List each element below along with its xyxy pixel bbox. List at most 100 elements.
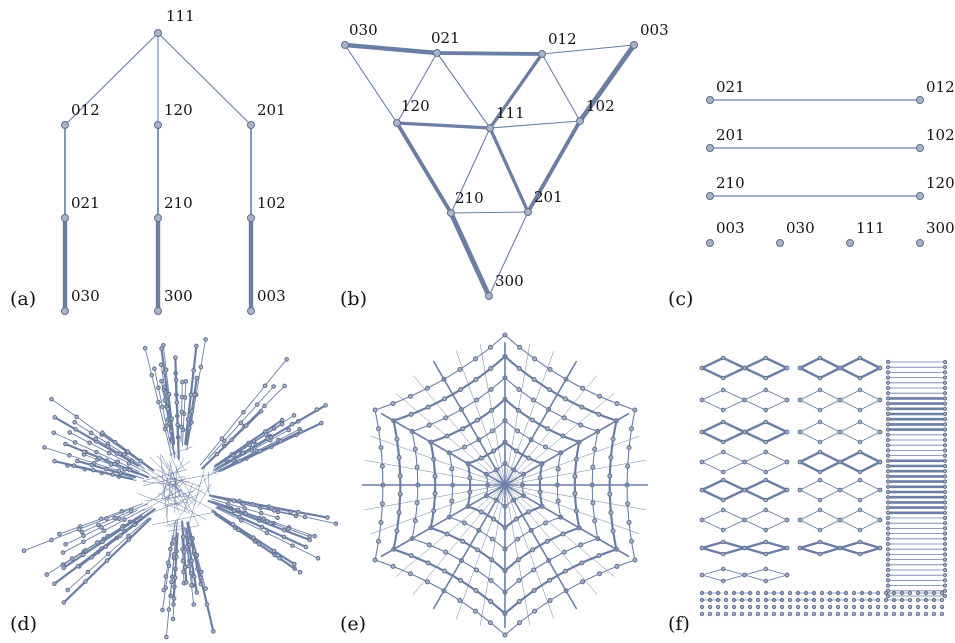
f-node bbox=[883, 597, 889, 603]
a-node-012 bbox=[61, 121, 69, 129]
c-node-label-201: 201 bbox=[716, 126, 745, 144]
e-node bbox=[608, 510, 614, 516]
b-node-label-300: 300 bbox=[495, 272, 524, 290]
e-node bbox=[443, 549, 449, 555]
c-node-120 bbox=[916, 192, 924, 200]
d-node bbox=[104, 558, 110, 563]
f-node bbox=[784, 429, 790, 435]
d-node bbox=[286, 427, 292, 433]
e-node bbox=[532, 608, 538, 614]
f-node bbox=[742, 459, 747, 465]
d-core-edge bbox=[142, 476, 185, 487]
f-node bbox=[885, 479, 891, 484]
f-node bbox=[699, 517, 705, 523]
f-node bbox=[942, 463, 948, 469]
f-node bbox=[942, 531, 948, 536]
d-node bbox=[162, 384, 167, 390]
f-node bbox=[817, 527, 823, 533]
f-node bbox=[867, 604, 873, 610]
e-node bbox=[546, 387, 552, 393]
d-node bbox=[163, 574, 169, 579]
e-node bbox=[472, 356, 478, 362]
f-node bbox=[817, 375, 823, 381]
d-node bbox=[282, 383, 287, 389]
d-node bbox=[256, 541, 262, 547]
e-node bbox=[449, 498, 455, 504]
c-node-label-003: 003 bbox=[716, 219, 745, 237]
b-edge-012-111 bbox=[488, 52, 544, 130]
e-spoke-edge bbox=[504, 484, 578, 610]
f-node bbox=[885, 557, 891, 562]
f-node bbox=[742, 572, 747, 578]
b-edge-021-111 bbox=[436, 52, 491, 129]
d-node bbox=[244, 423, 249, 428]
d-node bbox=[85, 569, 91, 575]
e-node bbox=[515, 428, 521, 434]
d-node bbox=[191, 368, 196, 373]
b-node-label-120: 120 bbox=[401, 97, 430, 115]
d-node bbox=[128, 508, 134, 514]
f-node bbox=[885, 552, 891, 557]
f-node bbox=[763, 551, 769, 557]
e-spoke-edge bbox=[504, 375, 597, 486]
d-node bbox=[189, 582, 194, 588]
e-node bbox=[544, 426, 550, 432]
f-node bbox=[797, 487, 803, 493]
b-edge-201-111 bbox=[488, 126, 530, 214]
d-node bbox=[106, 450, 112, 456]
b-edge-030-021 bbox=[342, 42, 440, 56]
f-node bbox=[857, 407, 863, 413]
f-node bbox=[885, 396, 891, 401]
f-node bbox=[931, 604, 937, 610]
d-node bbox=[247, 442, 253, 448]
e-node bbox=[412, 518, 418, 524]
e-node bbox=[488, 386, 494, 392]
e-node bbox=[407, 393, 413, 399]
f-node bbox=[747, 611, 753, 617]
f-node bbox=[803, 611, 809, 617]
e-node bbox=[608, 454, 614, 460]
f-node bbox=[784, 487, 790, 493]
f-node bbox=[885, 526, 891, 531]
d-core-edge bbox=[160, 454, 168, 524]
d-core-edge bbox=[171, 494, 178, 503]
a-edge-111-201 bbox=[157, 32, 252, 126]
e-node bbox=[442, 568, 448, 574]
f-node bbox=[837, 545, 843, 551]
e-spoke-edge bbox=[456, 350, 506, 486]
f-node bbox=[899, 604, 905, 610]
d-node bbox=[180, 534, 186, 540]
d-node bbox=[271, 384, 276, 389]
e-node bbox=[390, 401, 396, 407]
d-node bbox=[175, 422, 180, 428]
e-node bbox=[515, 536, 521, 542]
f-node bbox=[942, 448, 948, 453]
d-node bbox=[262, 383, 268, 389]
e-spoke-edge bbox=[504, 484, 530, 626]
f-node bbox=[885, 453, 891, 458]
d-node bbox=[94, 449, 99, 455]
d-node bbox=[292, 561, 297, 567]
b-edge-300-210 bbox=[448, 210, 492, 299]
d-node bbox=[91, 460, 97, 466]
e-node bbox=[532, 356, 538, 362]
d-node bbox=[333, 521, 339, 526]
d-node bbox=[188, 392, 194, 398]
f-node bbox=[851, 611, 857, 617]
d-node bbox=[219, 436, 225, 442]
f-node bbox=[877, 365, 883, 371]
e-node bbox=[474, 567, 480, 573]
b-edge-210-120 bbox=[395, 121, 453, 215]
f-node bbox=[885, 375, 891, 380]
e-node bbox=[516, 386, 522, 392]
panel-label-c: (c) bbox=[668, 288, 693, 310]
panel-label-a: (a) bbox=[10, 288, 36, 310]
f-node bbox=[885, 437, 891, 443]
f-node bbox=[817, 469, 823, 475]
f-node bbox=[763, 355, 769, 361]
d-node bbox=[288, 509, 293, 515]
f-node bbox=[827, 611, 833, 617]
f-node bbox=[739, 604, 745, 610]
d-node bbox=[105, 443, 111, 449]
f-node bbox=[797, 365, 803, 371]
